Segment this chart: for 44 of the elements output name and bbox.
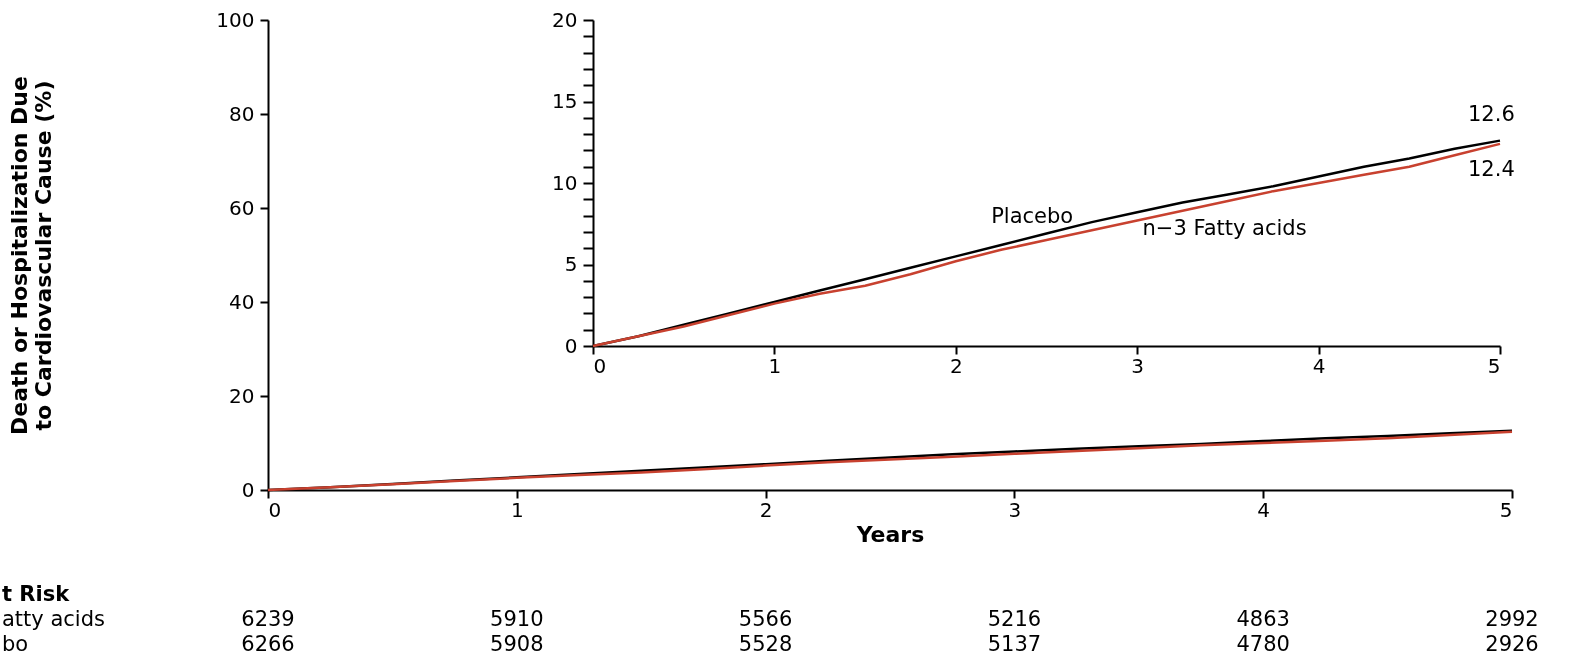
y-tick-label: 80 [229,101,255,126]
text: 5216 [987,607,1042,631]
x-tick-label: 3 [1008,497,1022,522]
text: 4863 [1236,607,1290,631]
x-tick-label: 0 [268,497,282,522]
text: 2992 [1485,607,1539,631]
x-tick-label: 5 [1499,497,1513,522]
y-tick-label: 0 [241,477,255,502]
text: 5528 [738,632,793,656]
y-tick-label: 100 [216,7,255,32]
x-tick-label: 2 [759,497,773,522]
text: 5566 [738,607,793,631]
text: 4780 [1236,632,1290,656]
x-tick-label: 4 [1312,353,1326,378]
text: 6239 [241,607,295,631]
y-tick-label: 0 [564,333,578,358]
x-tick-label: 3 [1131,353,1145,378]
text: 5137 [987,632,1042,656]
x-tick-label: 4 [1257,497,1271,522]
x-tick-label: 1 [510,497,524,522]
y-tick-label: 5 [564,252,578,276]
text: atty acids [2,607,105,631]
text: 5910 [490,607,544,631]
series-label: n−3 Fatty acids [1142,215,1307,240]
y-tick-label: 20 [552,7,578,32]
y-tick-label: 15 [552,89,578,113]
series-label: Placebo [991,203,1074,228]
x-tick-label: 5 [1487,353,1501,378]
x-tick-label: 0 [593,353,607,378]
text: t Risk [2,582,70,606]
data-label: 12.6 [1468,101,1515,126]
y-tick-label: 60 [229,195,255,220]
x-axis-title: Years [855,521,925,547]
text: 5908 [490,632,544,656]
y-tick-label: 40 [229,289,255,314]
text: 6266 [241,632,295,656]
y-axis-title: Death or Hospitalization Due to Cardiovascular Cause (%) [7,76,57,435]
data-label: 12.4 [1468,156,1515,181]
text: bo [2,632,29,656]
text: 2926 [1485,632,1539,656]
x-tick-label: 2 [949,353,963,378]
x-tick-label: 1 [768,353,782,378]
y-tick-label: 20 [229,383,255,408]
y-tick-label: 10 [552,170,578,195]
